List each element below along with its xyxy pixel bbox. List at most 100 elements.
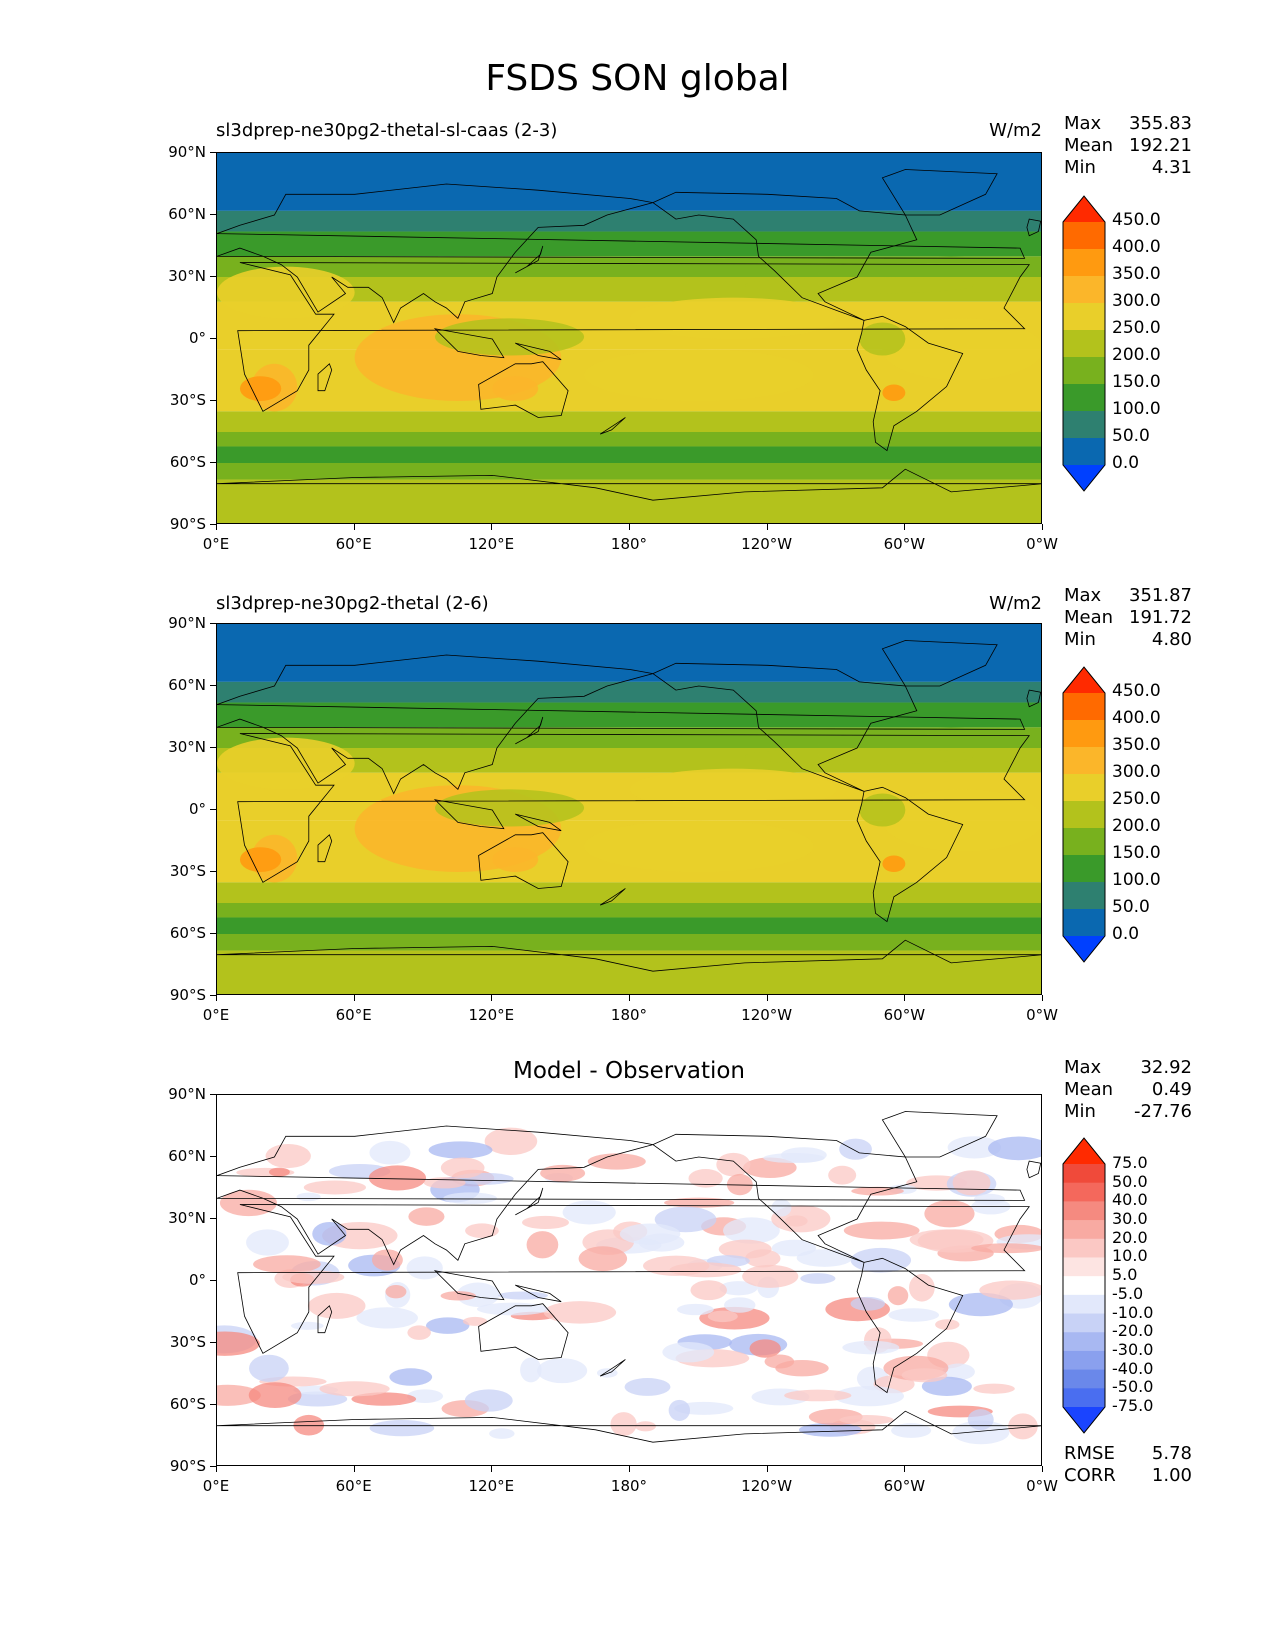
colorbar-segment <box>1063 438 1105 466</box>
max-label: Max <box>1064 1057 1102 1078</box>
y-tick-mark <box>210 809 216 810</box>
figure-title: FSDS SON global <box>485 58 790 99</box>
anomaly-blob <box>668 1399 691 1421</box>
anomaly-blob <box>440 1291 476 1301</box>
colorbar-segment <box>1063 1294 1105 1315</box>
field-band <box>217 210 1041 232</box>
colorbar-extend-max <box>1063 196 1105 222</box>
coastline <box>652 662 918 792</box>
anomaly-blob <box>406 1256 443 1280</box>
colorbar-segment <box>1063 1201 1105 1221</box>
colorbar-tick-label: 150.0 <box>1112 843 1161 863</box>
mean-value: 192.21 <box>1129 135 1192 156</box>
anomaly-blob <box>219 1189 277 1217</box>
anomaly-blob <box>282 1270 345 1284</box>
colorbar-tick-label: 0.0 <box>1112 924 1140 944</box>
colorbar-segment <box>1063 1332 1105 1352</box>
field-band <box>217 950 1041 994</box>
max-label: Max <box>1064 585 1102 606</box>
anomaly-blob <box>217 1331 260 1356</box>
field-patch <box>630 768 837 810</box>
max-label: Max <box>1064 113 1102 134</box>
anomaly-blob <box>319 1381 390 1397</box>
anomaly-blob <box>249 1354 289 1382</box>
y-tick-label: 0° <box>188 1271 206 1289</box>
coastline <box>599 1359 626 1377</box>
colorbar-extend-min <box>1063 465 1105 491</box>
x-tick-mark <box>216 524 217 530</box>
anomaly-blob <box>839 1415 894 1425</box>
colorbar-segment <box>1063 357 1105 385</box>
anomaly-blob <box>253 1255 321 1274</box>
y-tick-mark <box>210 933 216 934</box>
field-band <box>217 882 1041 903</box>
x-tick-label: 60°E <box>335 1006 372 1024</box>
y-tick-mark <box>210 995 216 996</box>
map-field <box>217 153 1041 523</box>
max-value: 351.87 <box>1129 585 1192 606</box>
anomaly-blob <box>952 1420 1010 1445</box>
anomaly-blob <box>843 1221 920 1240</box>
anomaly-blob <box>924 1200 975 1228</box>
y-tick-mark <box>210 1156 216 1157</box>
coastline <box>881 169 998 216</box>
anomaly-blob <box>290 1321 324 1330</box>
y-tick-mark <box>210 1342 216 1343</box>
field-patch <box>859 793 906 827</box>
colorbar-segment <box>1063 909 1105 937</box>
x-tick-mark <box>491 995 493 1001</box>
panel-title: sl3dprep-ne30pg2-thetal-sl-caas (2-3) <box>216 120 558 141</box>
field-band <box>217 934 1041 951</box>
coastline <box>317 363 333 392</box>
coastline <box>237 1204 1030 1354</box>
y-tick-label: 0° <box>188 329 206 347</box>
corr-value: 1.00 <box>1151 1465 1192 1486</box>
colorbar-tick-label: -10.0 <box>1112 1302 1154 1322</box>
anomaly-blob <box>526 1231 559 1259</box>
anomaly-blob <box>967 1409 994 1430</box>
coastline <box>433 1270 505 1301</box>
x-tick-mark <box>353 524 355 530</box>
anomaly-blob <box>800 1273 836 1284</box>
x-tick-mark <box>353 995 355 1001</box>
y-tick-label: 90°S <box>169 986 206 1004</box>
anomaly-blob <box>456 1282 500 1307</box>
anomaly-blob <box>619 1223 681 1245</box>
anomaly-blob <box>742 1264 799 1288</box>
colorbar-tick-label: 300.0 <box>1112 762 1161 782</box>
x-tick-mark <box>766 1466 768 1472</box>
y-tick-label: 30°N <box>168 738 206 756</box>
panel-title: sl3dprep-ne30pg2-thetal (2-6) <box>216 593 489 614</box>
anomaly-blob <box>369 1419 435 1437</box>
colorbar-segment <box>1063 801 1105 829</box>
anomaly-blob <box>465 1223 499 1239</box>
y-tick-label: 90°N <box>168 614 206 632</box>
coastline <box>478 361 569 418</box>
coastline <box>515 245 544 274</box>
x-tick-mark <box>216 995 217 1001</box>
y-tick-label: 90°S <box>169 515 206 533</box>
panel-title: Model - Observation <box>512 1058 746 1084</box>
anomaly-blob <box>707 1310 738 1323</box>
colorbar-tick-label: 450.0 <box>1112 681 1161 701</box>
coastline <box>599 417 626 435</box>
field-patch <box>492 847 539 872</box>
coastline <box>599 888 626 906</box>
colorbar-tick-label: 20.0 <box>1112 1227 1148 1247</box>
x-tick-mark <box>904 995 906 1001</box>
anomaly-blob <box>407 1325 431 1340</box>
colorbar-tick-label: -30.0 <box>1112 1339 1154 1359</box>
colorbar-segment <box>1063 828 1105 856</box>
anomaly-blob <box>296 1192 321 1202</box>
field-band <box>217 903 1041 918</box>
field-patch <box>882 789 1041 852</box>
anomaly-blob <box>484 1127 538 1156</box>
colorbar-tick-label: 250.0 <box>1112 789 1161 809</box>
coastline <box>1026 218 1041 237</box>
anomaly-blob <box>798 1422 862 1437</box>
colorbar-svg <box>1062 666 1106 963</box>
colorbar-tick-label: 200.0 <box>1112 345 1161 365</box>
map-plot <box>216 1094 1042 1466</box>
field-band <box>217 681 1041 703</box>
anomaly-blob <box>973 1193 1005 1205</box>
